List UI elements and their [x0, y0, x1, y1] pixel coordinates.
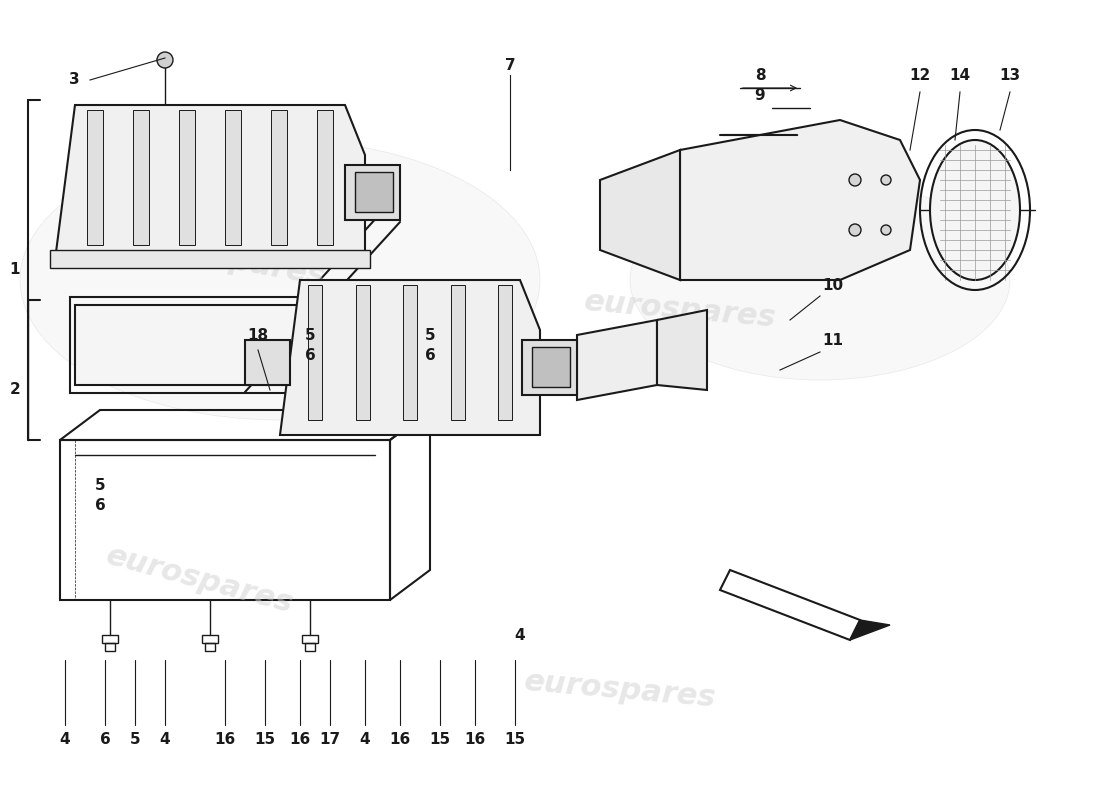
Text: eurospares: eurospares	[522, 667, 717, 713]
Text: 6: 6	[305, 348, 316, 363]
Text: 10: 10	[822, 278, 843, 293]
Text: 15: 15	[254, 733, 276, 747]
Bar	[226, 110, 241, 245]
Text: 2: 2	[10, 382, 21, 398]
Ellipse shape	[930, 140, 1020, 280]
Bar	[133, 110, 148, 245]
Polygon shape	[280, 280, 540, 435]
Bar	[245, 340, 290, 385]
Bar	[355, 172, 393, 212]
Bar	[271, 110, 287, 245]
Polygon shape	[657, 310, 707, 390]
Bar	[302, 635, 318, 643]
Text: 6: 6	[100, 733, 110, 747]
Bar	[498, 285, 512, 420]
Text: 6: 6	[95, 498, 106, 513]
Bar	[345, 165, 400, 220]
Ellipse shape	[20, 140, 540, 420]
Text: 16: 16	[389, 733, 410, 747]
Text: 5: 5	[305, 328, 316, 343]
Bar	[75, 305, 365, 385]
Text: 7: 7	[505, 58, 515, 73]
Text: 18: 18	[248, 328, 268, 343]
Bar	[355, 285, 370, 420]
Bar	[104, 643, 116, 651]
Bar	[522, 340, 578, 395]
Text: 15: 15	[505, 733, 526, 747]
Text: 16: 16	[464, 733, 485, 747]
Bar	[308, 285, 322, 420]
Text: 5: 5	[425, 328, 436, 343]
Text: 13: 13	[1000, 68, 1021, 83]
Bar	[532, 347, 570, 387]
Text: eurospares: eurospares	[103, 541, 297, 619]
Polygon shape	[600, 150, 680, 280]
Bar	[202, 635, 218, 643]
Text: 6: 6	[425, 348, 436, 363]
Circle shape	[849, 224, 861, 236]
Text: 4: 4	[160, 733, 170, 747]
Polygon shape	[578, 320, 657, 400]
Text: 15: 15	[429, 733, 451, 747]
Text: 9: 9	[755, 88, 766, 103]
Text: 8: 8	[755, 68, 766, 83]
Text: 3: 3	[69, 73, 80, 87]
Text: 5: 5	[95, 478, 106, 493]
Polygon shape	[680, 120, 920, 280]
Text: 14: 14	[949, 68, 970, 83]
Bar	[205, 643, 214, 651]
Bar	[102, 635, 118, 643]
Circle shape	[157, 52, 173, 68]
Circle shape	[881, 175, 891, 185]
Bar	[179, 110, 195, 245]
Text: 12: 12	[910, 68, 931, 83]
Text: eurospares: eurospares	[583, 287, 778, 333]
Ellipse shape	[630, 180, 1010, 380]
Circle shape	[849, 174, 861, 186]
Polygon shape	[720, 570, 860, 640]
Text: 4: 4	[360, 733, 371, 747]
Text: 16: 16	[214, 733, 235, 747]
Bar	[451, 285, 464, 420]
Circle shape	[881, 225, 891, 235]
Text: 5: 5	[130, 733, 141, 747]
Bar	[403, 285, 417, 420]
Text: 4: 4	[59, 733, 70, 747]
Text: 1: 1	[10, 262, 20, 278]
Text: eurospares: eurospares	[133, 229, 328, 291]
Bar	[317, 110, 333, 245]
Text: 4: 4	[515, 628, 526, 643]
Text: 17: 17	[319, 733, 341, 747]
Polygon shape	[55, 105, 365, 260]
Bar	[87, 110, 103, 245]
Bar	[305, 643, 315, 651]
Text: 16: 16	[289, 733, 310, 747]
Bar	[50, 250, 370, 268]
Text: 11: 11	[822, 333, 843, 348]
Bar	[70, 297, 370, 393]
Polygon shape	[850, 620, 890, 640]
